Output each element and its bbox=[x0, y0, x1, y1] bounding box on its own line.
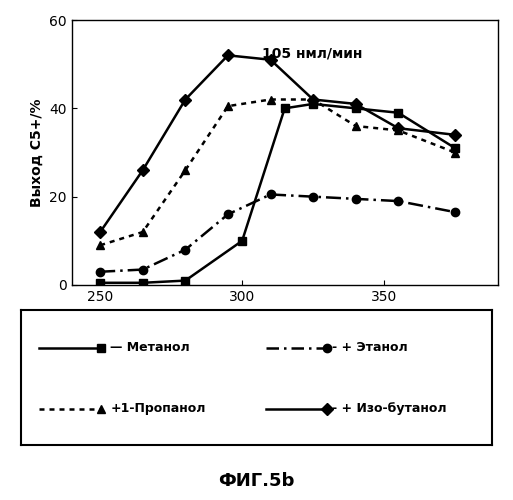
Text: - + Этанол: - + Этанол bbox=[332, 342, 408, 354]
Text: 105 нмл/мин: 105 нмл/мин bbox=[262, 46, 362, 60]
Text: ФИГ.5b: ФИГ.5b bbox=[219, 472, 294, 490]
Y-axis label: Выход С5+/%: Выход С5+/% bbox=[30, 98, 44, 207]
Text: — Метанол: — Метанол bbox=[110, 342, 190, 354]
Text: +1-Пропанол: +1-Пропанол bbox=[110, 402, 206, 415]
X-axis label: Температура /°C: Температура /°C bbox=[212, 310, 358, 324]
Text: - + Изо-бутанол: - + Изо-бутанол bbox=[332, 402, 446, 415]
